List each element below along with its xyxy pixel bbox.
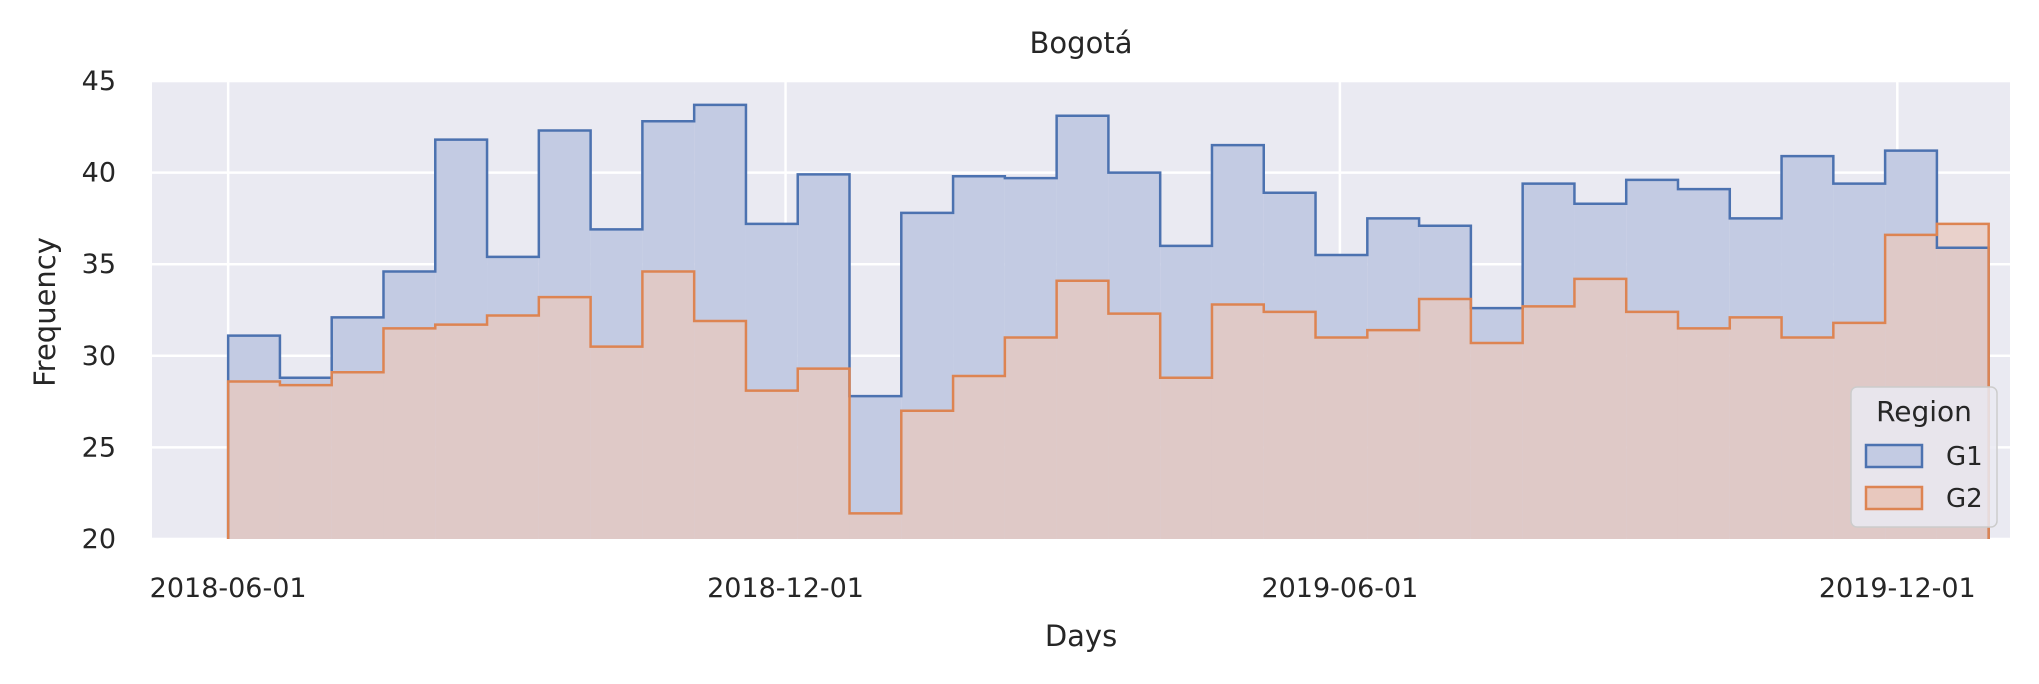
bar-g2: [1522, 306, 1575, 539]
bar-g2: [1056, 280, 1109, 539]
y-tick-label: 40: [82, 158, 116, 189]
bar-g2: [487, 315, 539, 539]
bar-g2: [1004, 337, 1057, 539]
steps-layer: [226, 103, 1990, 539]
bar-g2: [642, 271, 695, 539]
y-axis-title: Frequency: [28, 237, 62, 387]
bar-g2: [590, 346, 643, 539]
bar-g2: [1315, 337, 1368, 539]
legend-label-g1: G1: [1946, 442, 1983, 472]
y-tick-label: 45: [82, 66, 116, 97]
legend-title: Region: [1876, 395, 1972, 428]
bar-g2: [797, 368, 850, 539]
bar-g2: [1419, 299, 1471, 539]
bar-g2: [1677, 328, 1730, 539]
y-axis-ticks: 20 25 30 35 40 45: [82, 66, 116, 555]
bar-g2: [1211, 304, 1264, 539]
step-outline-g1: [226, 103, 1990, 539]
x-tick-label: 2018-06-01: [150, 573, 307, 604]
x-axis-ticks: 2018-06-01 2018-12-01 2019-06-01 2019-12-01: [150, 573, 1976, 604]
bar-g2: [694, 320, 746, 539]
bar-g2: [1729, 317, 1782, 539]
chart-title: Bogotá: [1030, 26, 1133, 60]
bar-g2: [228, 381, 280, 539]
bar-g2: [1574, 278, 1627, 539]
y-tick-label: 35: [82, 249, 116, 280]
bar-g2: [1367, 330, 1420, 539]
bar-g2: [1160, 377, 1212, 539]
y-tick-label: 25: [82, 432, 116, 463]
bar-g2: [435, 324, 488, 539]
legend: Region G1 G2: [1850, 386, 1998, 528]
bar-g2: [1263, 311, 1316, 539]
bar-g2: [1781, 337, 1834, 539]
bar-g2: [745, 390, 798, 539]
legend-swatch-g2: [1864, 485, 1924, 511]
y-tick-label: 30: [82, 341, 116, 372]
step-outline-g2: [226, 222, 1990, 539]
bar-g2: [901, 410, 954, 539]
bar-g2: [1470, 342, 1523, 539]
bar-g2: [1626, 311, 1678, 539]
x-axis-title: Days: [1045, 619, 1117, 653]
bar-g2: [383, 328, 436, 539]
bar-g2: [331, 372, 384, 539]
bar-g2: [953, 375, 1005, 539]
legend-label-g2: G2: [1946, 484, 1983, 514]
bar-g2: [849, 513, 902, 539]
x-tick-label: 2019-06-01: [1261, 573, 1418, 604]
legend-swatch-g1: [1864, 443, 1924, 469]
x-tick-label: 2018-12-01: [707, 573, 864, 604]
bar-g2: [279, 385, 332, 539]
x-tick-label: 2019-12-01: [1819, 573, 1976, 604]
bar-g2: [538, 297, 591, 539]
y-tick-label: 20: [82, 524, 116, 555]
bar-g2: [1108, 313, 1161, 539]
bars-layer: [228, 104, 1989, 540]
